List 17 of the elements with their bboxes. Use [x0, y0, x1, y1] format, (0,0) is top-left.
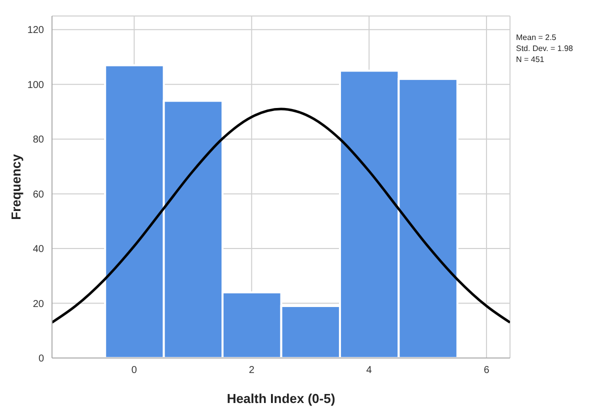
- x-tick-label: 0: [131, 365, 138, 376]
- y-axis-title: Frequency: [8, 153, 24, 220]
- y-tick-label: 20: [32, 298, 44, 310]
- line-series: [52, 108, 510, 324]
- text: Std. Dev. = 1.98: [516, 43, 573, 54]
- text: N = 451: [516, 54, 546, 65]
- x-tick-label: 6: [484, 365, 490, 376]
- y-tick-label: 100: [27, 80, 44, 91]
- x-axis-title: Health Index (0-5): [226, 391, 336, 406]
- y-tick-label: 120: [27, 25, 44, 36]
- y-tick-label: 80: [32, 134, 44, 146]
- text: Mean = 2.5: [516, 32, 558, 43]
- y-tick-label: 0: [38, 354, 44, 365]
- y-tick-label: 60: [32, 189, 44, 200]
- x-tick-label: 2: [248, 365, 255, 376]
- y-tick-label: 40: [32, 244, 44, 256]
- x-tick-label: 4: [366, 365, 372, 376]
